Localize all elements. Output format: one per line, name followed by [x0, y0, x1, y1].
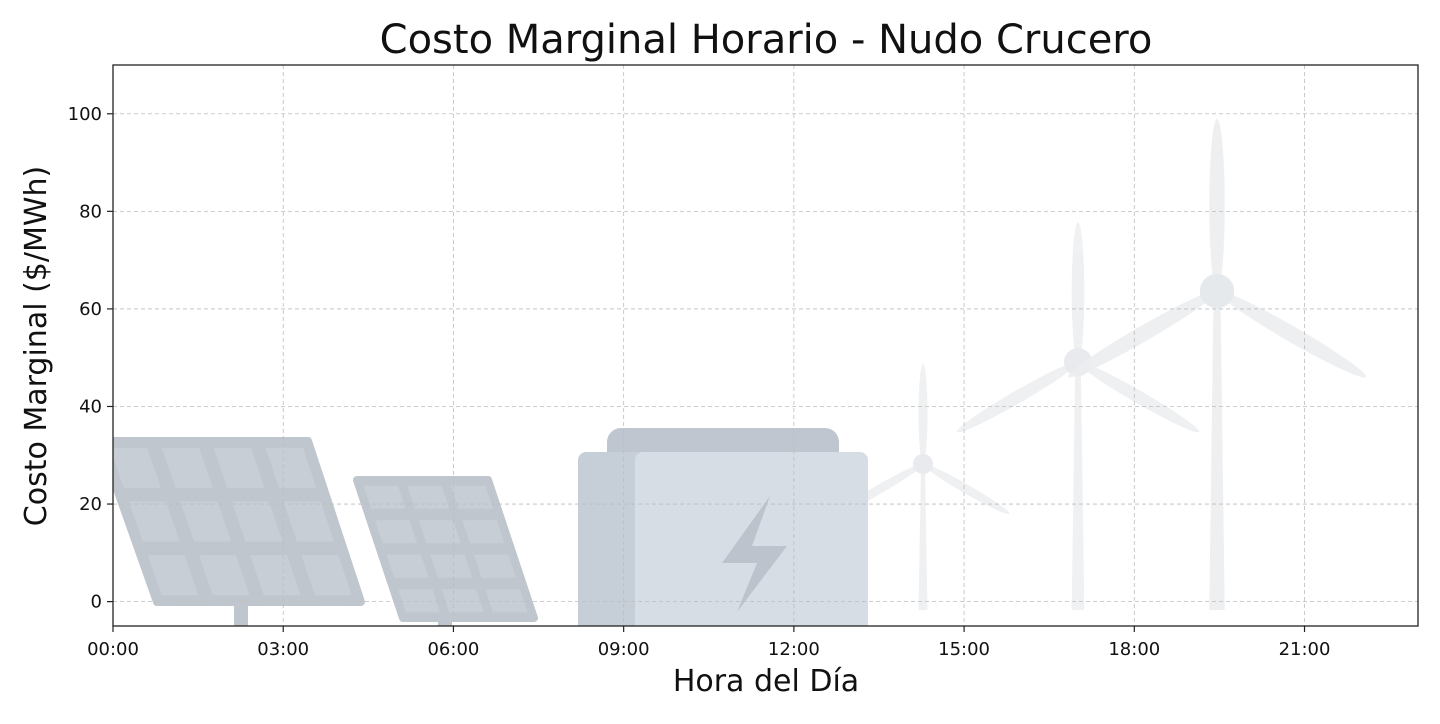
panel-frame [353, 476, 538, 622]
x-tick-label: 12:00 [768, 639, 820, 660]
panel-cell [147, 555, 199, 596]
x-axis-label: Hora del Día [673, 664, 859, 699]
panel-cell [128, 501, 180, 542]
chart-title: Costo Marginal Horario - Nudo Crucero [380, 17, 1153, 63]
plot-frame [112, 64, 1419, 627]
panel-cell [213, 447, 265, 488]
x-tick-label: 00:00 [87, 639, 139, 660]
battery [578, 428, 868, 626]
turbine-blade [918, 364, 928, 464]
panel-cell [363, 485, 406, 509]
turbine-blade [1071, 222, 1085, 362]
turbine-hub [913, 454, 933, 474]
panel-cell [430, 554, 473, 578]
panel-cell [407, 485, 450, 509]
turbine-tower [1071, 362, 1085, 610]
panel-cell [161, 447, 213, 488]
panel-cell [398, 589, 441, 613]
panel-cell [265, 447, 317, 488]
solar-panel-left [113, 437, 365, 626]
turbine-hub [1199, 273, 1235, 309]
y-tick-label: 80 [79, 201, 102, 222]
turbine-blade [1209, 119, 1225, 291]
turbine-large [1067, 119, 1367, 610]
panel-cell [485, 589, 528, 613]
y-tick-label: 0 [91, 592, 102, 613]
y-tick-label: 60 [79, 299, 102, 320]
panel-cell [462, 520, 505, 544]
panel-post [234, 600, 248, 626]
turbine-blade [1216, 290, 1367, 378]
panel-cell [198, 555, 250, 596]
wind-turbines-illustration [836, 119, 1367, 610]
x-tick-label: 21:00 [1279, 639, 1331, 660]
x-tick-label: 09:00 [598, 639, 650, 660]
panel-cell [250, 555, 301, 596]
panel-cell [386, 554, 429, 578]
y-tick-label: 40 [79, 396, 102, 417]
turbine-blade [1077, 361, 1200, 433]
solar-panels-illustration [113, 437, 538, 626]
x-tick-label: 18:00 [1108, 639, 1160, 660]
panel-cell [180, 501, 232, 542]
panel-cell [283, 501, 334, 542]
turbine-tower [918, 464, 928, 610]
panel-cell [473, 554, 516, 578]
y-tick-label: 20 [79, 494, 102, 515]
panel-cell [450, 485, 493, 509]
panel-cell [301, 555, 352, 596]
background-illustration [113, 119, 1367, 626]
turbine-blade [1067, 290, 1218, 378]
y-tick-label: 100 [68, 104, 102, 125]
x-tick-label: 06:00 [427, 639, 479, 660]
solar-panel-right [353, 476, 538, 626]
x-tick-label: 15:00 [938, 639, 990, 660]
turbine-tower [1209, 291, 1225, 610]
panel-cell [375, 520, 418, 544]
battery-illustration [578, 428, 868, 626]
turbine-blade [922, 463, 1010, 515]
panel-cell [418, 520, 461, 544]
y-axis-label: Costo Marginal ($/MWh) [19, 166, 54, 526]
lightning-bolt-icon [722, 496, 787, 612]
panel-cell [441, 589, 484, 613]
grid [112, 65, 1418, 626]
panel-cell [113, 447, 162, 488]
axis-ticks: 00:00 03:00 06:00 09:00 12:00 15:00 18:00 21:00… [68, 104, 1331, 660]
turbine-medium [956, 222, 1200, 610]
x-tick-label: 03:00 [257, 639, 309, 660]
turbine-blade [956, 361, 1079, 433]
panel-cell [231, 501, 283, 542]
